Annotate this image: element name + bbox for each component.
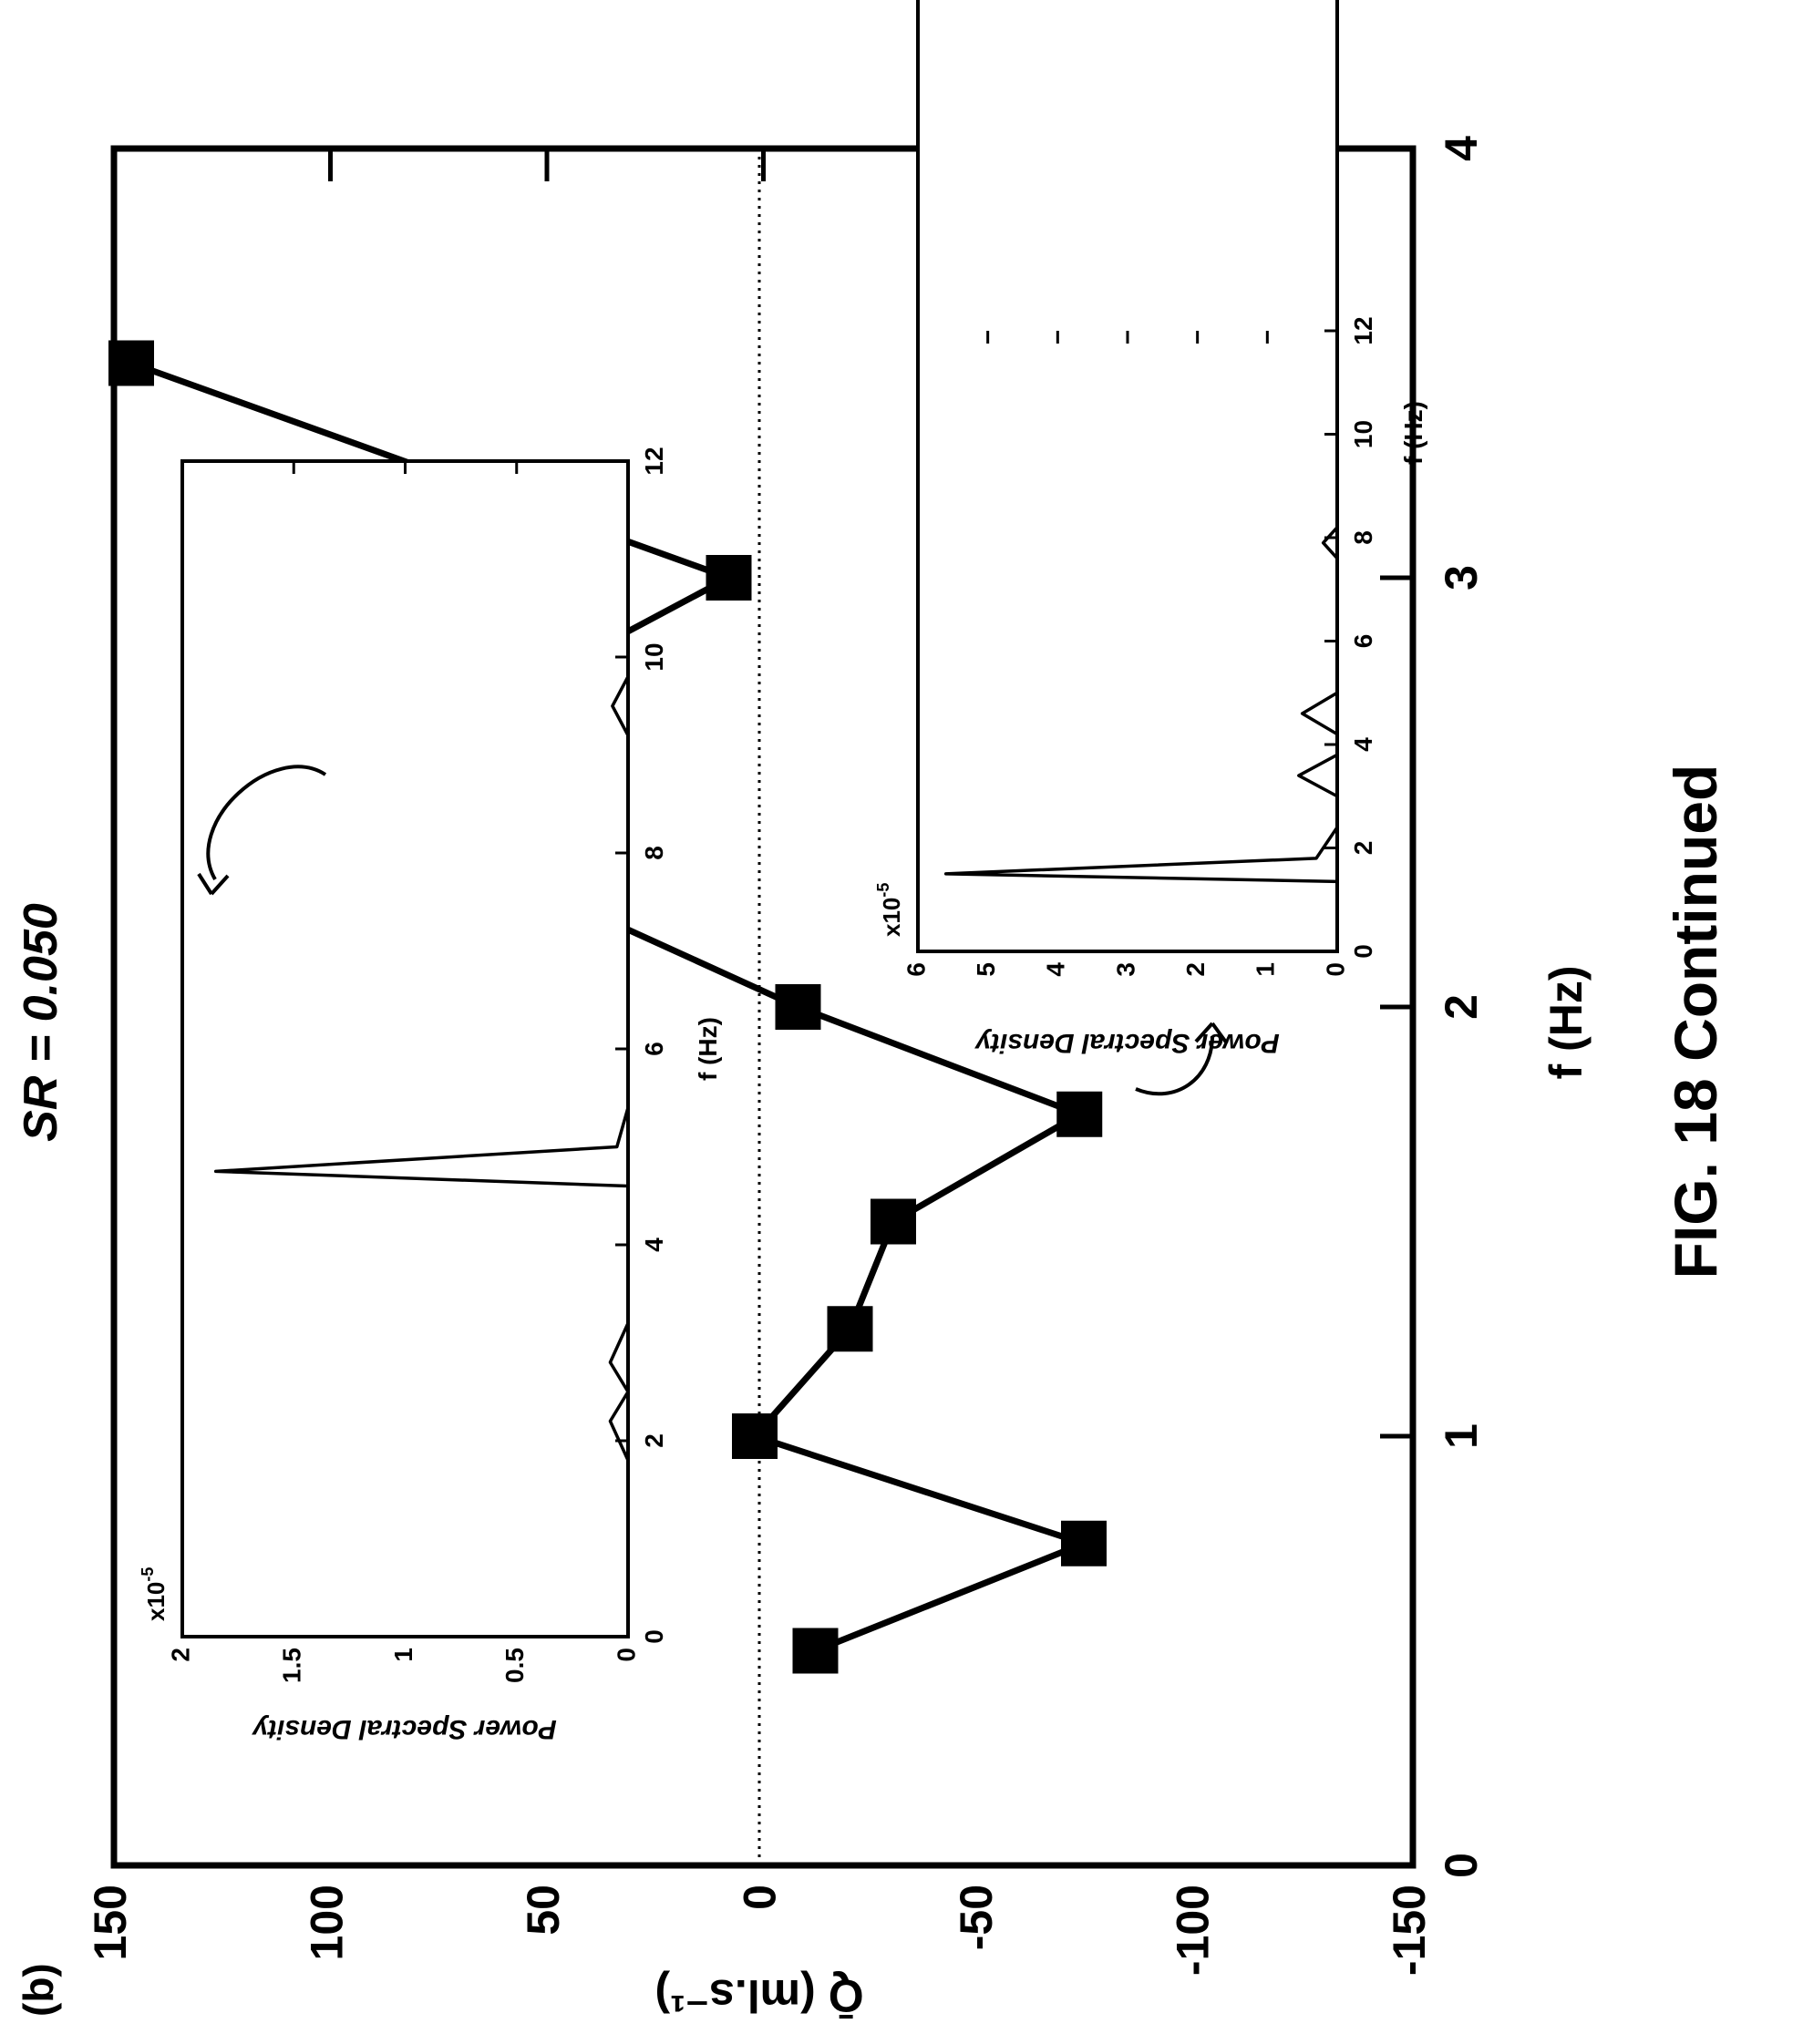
main-y-axis-label: Q̄ (ml.s⁻¹) — [654, 1970, 863, 2021]
main-x-tick-label: 2 — [1436, 994, 1487, 1020]
inset-2-spectrum-line — [943, 331, 1339, 951]
arrow-to-inset-2 — [1135, 1035, 1214, 1096]
inset-x-tick-label: 12 — [1349, 316, 1377, 344]
inset-y-tick-label: 5 — [972, 962, 1000, 977]
inset-x-tick-label: 4 — [640, 1238, 668, 1252]
inset-x-tick-label: 2 — [1349, 841, 1377, 856]
inset-y-tick-label: 1 — [1252, 962, 1280, 977]
inset-x-tick-label: 10 — [1349, 420, 1377, 448]
figure-caption: FIG. 18 Continued — [1662, 764, 1729, 1279]
main-y-tick-label: -150 — [1384, 1885, 1435, 1976]
inset-1-y-axis-label: Power Spectral Density — [252, 1714, 557, 1744]
inset-x-tick-label: 2 — [640, 1433, 668, 1448]
inset-y-tick-label: 3 — [1111, 962, 1139, 977]
main-y-tick-label: 150 — [85, 1885, 136, 1960]
inset-2-x-ticks: 0 2 4 6 8 10 12 — [1324, 316, 1377, 959]
main-x-tick-label: 1 — [1436, 1423, 1487, 1449]
inset-x-tick-label: 0 — [1349, 944, 1377, 959]
main-y-tick-label: -100 — [1168, 1885, 1219, 1976]
main-x-tick-label: 3 — [1436, 565, 1487, 591]
main-data-marker — [775, 984, 821, 1030]
inset-1-spectrum-line — [213, 461, 630, 1637]
main-x-tick-label: 4 — [1436, 136, 1487, 161]
inset-y-tick-label: 2 — [1181, 962, 1210, 977]
main-x-tick-label: 0 — [1436, 1853, 1487, 1878]
inset-x-tick-label: 6 — [1349, 634, 1377, 649]
main-y-tick-label: 100 — [302, 1885, 353, 1960]
arrow-to-inset-1-head — [197, 872, 230, 896]
inset-y-tick-label: 1.5 — [278, 1648, 306, 1683]
inset-x-tick-label: 0 — [640, 1629, 668, 1644]
main-data-marker — [1056, 1091, 1103, 1137]
inset-y-tick-label: 0 — [612, 1648, 640, 1662]
inset-y-tick-label: 2 — [166, 1648, 194, 1662]
inset-y-tick-label: 1 — [389, 1648, 417, 1662]
inset-x-tick-label: 8 — [1349, 530, 1377, 545]
inset-2-scale-label: x10-5 — [874, 883, 905, 937]
inset-x-tick-label: 8 — [640, 846, 668, 860]
inset-y-tick-label: 0.5 — [500, 1648, 529, 1683]
arrow-to-inset-1 — [206, 765, 327, 881]
inset-x-tick-label: 10 — [640, 642, 668, 671]
main-data-marker — [1061, 1520, 1107, 1566]
main-series-markers — [108, 340, 1107, 1674]
main-data-marker — [871, 1198, 916, 1245]
main-data-marker — [732, 1413, 778, 1459]
main-data-marker — [827, 1306, 873, 1352]
inset-y-tick-label: 6 — [902, 962, 930, 977]
main-data-marker — [108, 340, 154, 386]
inset-x-tick-label: 6 — [640, 1042, 668, 1056]
panel-label: (b) — [15, 1963, 62, 2017]
inset-y-tick-label: 4 — [1042, 962, 1070, 977]
main-y-tick-label: 0 — [735, 1885, 786, 1910]
inset-2-x-axis-label: f (Hz) — [1399, 401, 1427, 465]
inset-1-x-axis-label: f (Hz) — [694, 1017, 722, 1081]
inset-y-tick-label: 0 — [1321, 962, 1349, 977]
main-y-tick-label: -50 — [951, 1885, 1002, 1950]
main-data-marker — [706, 555, 752, 601]
inset-1: 0 0.5 1 1.5 2 0 2 4 6 8 10 12 f (Hz) Power Spectra… — [139, 447, 722, 1744]
main-x-ticks: 0 1 2 3 4 — [1380, 136, 1487, 1878]
inset-1-x-ticks: 0 2 4 6 8 10 12 — [615, 447, 668, 1644]
arrow-to-inset-2-head — [1194, 1022, 1229, 1045]
inset-2-frame — [916, 0, 1339, 953]
inset-1-frame — [180, 459, 630, 1638]
main-data-marker — [792, 1628, 839, 1674]
main-title: SR = 0.050 — [15, 903, 67, 1142]
inset-x-tick-label: 12 — [640, 447, 668, 475]
inset-2-y-axis-label: Power Spectral Density — [974, 1028, 1280, 1058]
inset-1-y-ticks: 0 0.5 1 1.5 2 — [166, 461, 640, 1683]
inset-1-scale-label: x10-5 — [139, 1567, 170, 1621]
inset-x-tick-label: 4 — [1349, 737, 1377, 752]
main-y-tick-label: 50 — [518, 1885, 569, 1936]
main-x-axis-label: f (Hz) — [1540, 966, 1592, 1080]
inset-2-y-ticks: 0 1 2 3 4 5 6 — [902, 331, 1349, 977]
